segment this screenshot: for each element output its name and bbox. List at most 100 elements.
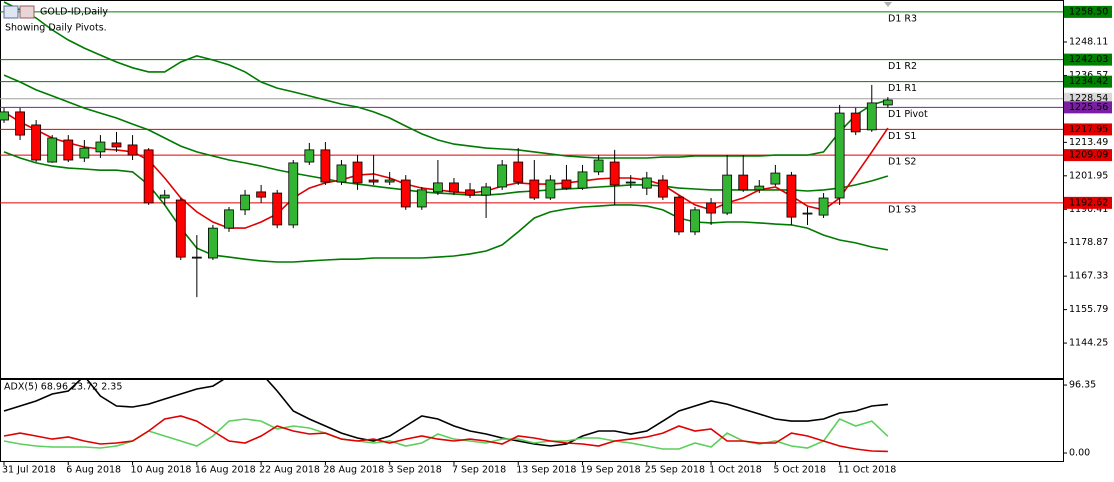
candle-body bbox=[706, 202, 716, 214]
y-tick-label: 1155.79 bbox=[1069, 304, 1108, 315]
candle-body bbox=[690, 209, 700, 233]
x-tick-label: 25 Sep 2018 bbox=[645, 465, 705, 476]
candle-body bbox=[224, 209, 234, 229]
y-tick-label: 1178.87 bbox=[1069, 237, 1108, 248]
pivot-value-label: 1258.50 bbox=[1069, 6, 1108, 17]
pivot-tag bbox=[1064, 196, 1112, 209]
x-tick-label: 3 Sep 2018 bbox=[388, 465, 442, 476]
candle-body bbox=[577, 171, 588, 189]
indicator-line bbox=[3, 415, 888, 453]
candle-body bbox=[722, 174, 733, 214]
shift-marker bbox=[884, 2, 892, 7]
pivot-tag bbox=[1064, 75, 1112, 88]
x-tick-label: 28 Aug 2018 bbox=[323, 465, 384, 476]
candle-body bbox=[304, 149, 315, 163]
indicator-line bbox=[3, 380, 888, 447]
y-tick-label: 1213.49 bbox=[1069, 137, 1108, 148]
candle-body bbox=[159, 194, 170, 199]
candle-body bbox=[79, 147, 90, 159]
pivot-tag bbox=[1064, 149, 1112, 162]
candle-body bbox=[866, 102, 877, 131]
candle-body bbox=[593, 159, 604, 173]
candle-body bbox=[754, 185, 765, 191]
y-tick-label: 1236.57 bbox=[1069, 70, 1108, 81]
candle-body bbox=[47, 137, 58, 163]
candle-body bbox=[63, 139, 74, 161]
candle-body bbox=[465, 189, 475, 196]
x-tick-label: 10 Aug 2018 bbox=[131, 465, 192, 476]
candle-body bbox=[416, 189, 427, 208]
candle-body bbox=[368, 179, 379, 183]
pivot-value-label: 1209.09 bbox=[1069, 150, 1108, 161]
candle-body bbox=[770, 172, 781, 185]
candle-body bbox=[674, 196, 684, 233]
candle-body bbox=[625, 181, 636, 184]
pivot-value-label: 1192.62 bbox=[1069, 197, 1108, 208]
x-tick-label: 1 Oct 2018 bbox=[709, 465, 762, 476]
y-tick-label: 1201.95 bbox=[1069, 170, 1108, 181]
candle-body bbox=[545, 179, 556, 199]
candle-body bbox=[818, 197, 829, 216]
x-tick-label: 16 Aug 2018 bbox=[195, 465, 256, 476]
chart-title: GOLD-ID,Daily bbox=[40, 7, 108, 18]
candle-body bbox=[850, 112, 861, 133]
pivot-name: D1 R1 bbox=[888, 83, 917, 94]
candle-body bbox=[240, 194, 250, 211]
candle-body bbox=[529, 179, 540, 199]
candle-body bbox=[400, 179, 411, 208]
candle-body bbox=[882, 99, 893, 106]
x-tick-label: 22 Aug 2018 bbox=[259, 465, 320, 476]
pivot-value-label: 1225.56 bbox=[1069, 102, 1108, 113]
candle-body bbox=[657, 179, 668, 198]
candle-body bbox=[272, 192, 283, 226]
symbol-icon bbox=[3, 5, 35, 19]
pivot-name: D1 S3 bbox=[888, 204, 916, 215]
candle-body bbox=[641, 177, 652, 189]
indicator-line bbox=[3, 1, 889, 159]
candle-body bbox=[609, 161, 620, 186]
chart-subtitle: Showing Daily Pivots. bbox=[5, 23, 107, 34]
y-tick-label: 1248.11 bbox=[1069, 37, 1108, 48]
y-tick-label: 1167.33 bbox=[1069, 271, 1108, 282]
candle-body bbox=[111, 142, 122, 148]
candle-body bbox=[834, 112, 845, 199]
candle-body bbox=[288, 162, 299, 226]
candle-body bbox=[786, 174, 797, 218]
main-panel-frame bbox=[0, 0, 1064, 379]
pivot-value-label: 1242.03 bbox=[1069, 54, 1108, 65]
candle-body bbox=[31, 124, 42, 161]
pivot-tag bbox=[1064, 101, 1112, 114]
candle-body bbox=[191, 256, 202, 259]
x-tick-label: 7 Sep 2018 bbox=[452, 465, 506, 476]
candle-body bbox=[256, 191, 267, 198]
candle-body bbox=[143, 149, 154, 204]
candle-body bbox=[432, 182, 443, 193]
y-tick-label: 0.00 bbox=[1069, 448, 1090, 459]
adx-panel-frame bbox=[0, 379, 1064, 462]
candle-body bbox=[481, 186, 492, 196]
candle-body bbox=[513, 161, 524, 183]
pivot-value-label: 1217.95 bbox=[1069, 124, 1108, 135]
candle-body bbox=[802, 212, 813, 215]
adx-title: ADX(5) 68.96 23.72 2.35 bbox=[4, 382, 122, 393]
x-tick-label: 6 Aug 2018 bbox=[66, 465, 121, 476]
candle-body bbox=[449, 182, 459, 193]
y-tick-label: 1144.25 bbox=[1069, 338, 1108, 349]
candle-body bbox=[320, 149, 331, 183]
x-tick-label: 5 Oct 2018 bbox=[773, 465, 826, 476]
candle-body bbox=[0, 111, 9, 121]
candle-body bbox=[384, 179, 395, 183]
candle-body bbox=[127, 144, 138, 156]
pivot-value-label: 1234.42 bbox=[1069, 76, 1108, 87]
pivot-name: D1 S1 bbox=[888, 131, 916, 142]
x-tick-label: 13 Sep 2018 bbox=[516, 465, 576, 476]
pivot-tag bbox=[1064, 123, 1112, 136]
last-price-label: 1228.54 bbox=[1069, 93, 1108, 104]
y-tick-label: 1190.41 bbox=[1069, 204, 1108, 215]
candle-body bbox=[175, 199, 186, 258]
candle-body bbox=[208, 227, 218, 259]
pivot-name: D1 R3 bbox=[888, 13, 917, 24]
pivot-name: D1 S2 bbox=[888, 157, 916, 168]
